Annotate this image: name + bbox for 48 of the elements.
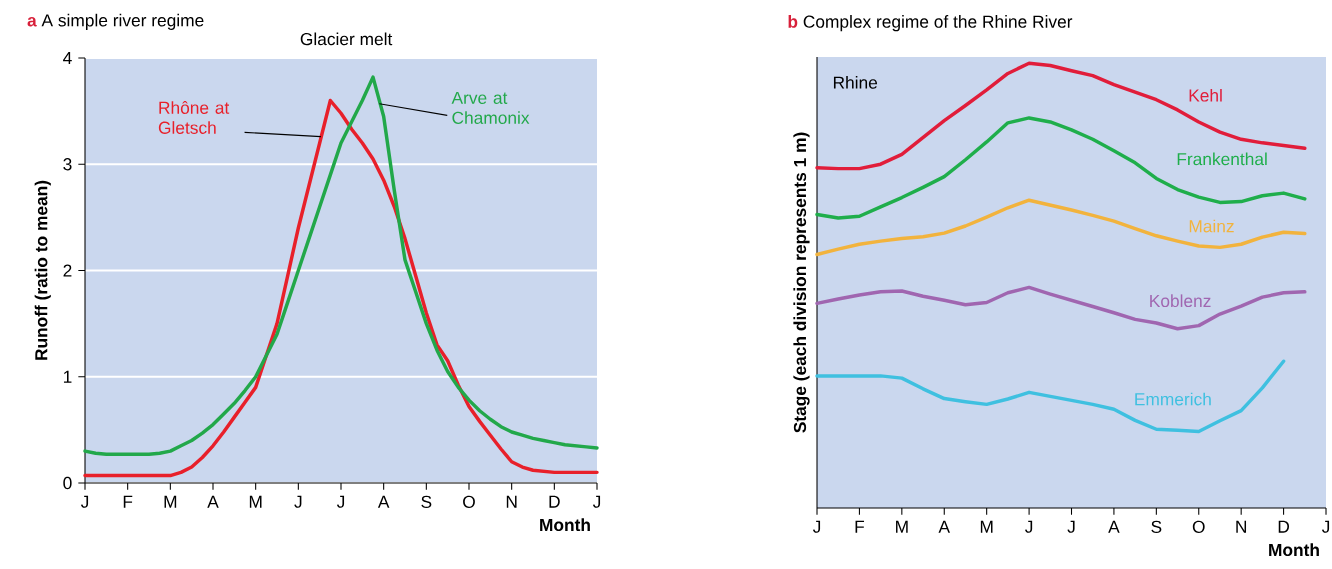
y-tick-label: 3: [63, 158, 72, 171]
x-tick-label: N: [506, 495, 517, 508]
x-tick-label: O: [1192, 520, 1205, 533]
x-tick-label: A: [377, 495, 390, 508]
y-tick-label: 4: [63, 52, 72, 64]
x-tick-label: N: [1236, 520, 1247, 533]
series-label: Kehl: [1189, 88, 1222, 102]
y-tick-label: 2: [63, 264, 72, 277]
y-tick-label: 1: [63, 370, 72, 383]
x-tick-label: J: [592, 495, 601, 508]
x-tick-label: J: [812, 520, 821, 533]
annotation: Rhine: [833, 75, 878, 89]
x-tick-label: F: [123, 495, 133, 508]
x-tick-label: O: [463, 495, 475, 508]
y-axis-title: Stage (each division represents 1 m): [793, 132, 810, 433]
x-tick-label: A: [207, 495, 219, 508]
x-tick-label: S: [1151, 520, 1162, 533]
x-tick-label: J: [336, 495, 345, 508]
x-tick-label: J: [1067, 520, 1075, 533]
x-tick-label: A: [938, 520, 950, 533]
series-label: Frankenthal: [1177, 152, 1267, 166]
x-tick-label: A: [1108, 520, 1120, 533]
x-tick-label: M: [164, 495, 177, 508]
x-tick-label: J: [1321, 520, 1330, 533]
chart-title: A simple river regime: [41, 13, 204, 30]
x-tick-label: J: [294, 495, 302, 508]
series-label: Koblenz: [1150, 294, 1211, 308]
x-tick-label: J: [80, 495, 89, 508]
x-axis-title: Month: [1269, 543, 1319, 557]
x-tick-label: M: [896, 520, 908, 533]
text: a: [27, 17, 37, 27]
x-tick-label: M: [980, 520, 993, 533]
text: b: [788, 15, 798, 28]
x-axis-title: Month: [540, 518, 590, 532]
x-tick-label: S: [421, 495, 432, 508]
x-tick-label: D: [1278, 520, 1290, 533]
series-label: Mainz: [1189, 219, 1234, 233]
text: Arve at Chamonix: [451, 91, 530, 124]
x-tick-label: F: [855, 520, 865, 533]
text: Glacier melt: [300, 32, 393, 46]
chart-title: Complex regime of the Rhine River: [803, 15, 1073, 32]
y-axis-title: Runoff (ratio to mean): [34, 180, 51, 360]
text: Rhône at Gletsch: [158, 101, 230, 134]
series-label: Emmerich: [1135, 392, 1211, 406]
x-tick-label: M: [249, 495, 262, 508]
y-tick-label: 0: [63, 476, 72, 490]
x-tick-label: D: [549, 495, 560, 508]
x-tick-label: J: [1025, 520, 1033, 533]
